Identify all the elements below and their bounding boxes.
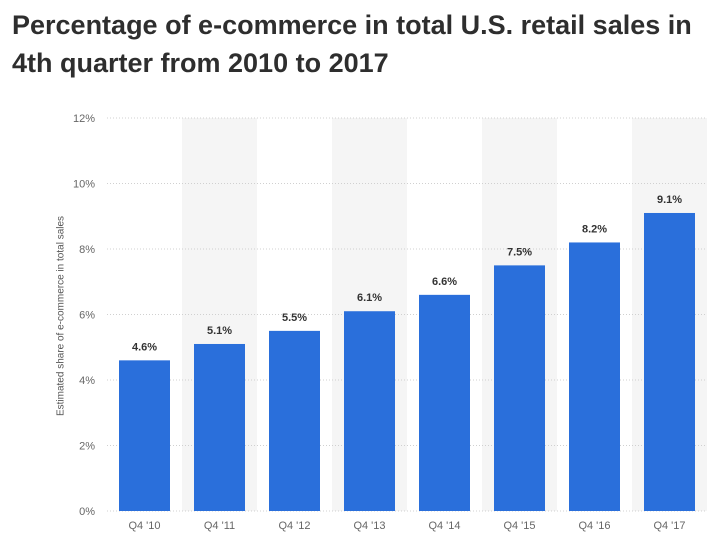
y-tick-label: 12% <box>73 113 95 125</box>
data-label: 8.2% <box>582 223 607 235</box>
x-tick-label: Q4 '11 <box>204 520 235 532</box>
data-label: 6.6% <box>432 276 457 288</box>
x-tick-label: Q4 '16 <box>578 520 610 532</box>
y-tick-label: 10% <box>73 179 95 191</box>
bar <box>569 242 620 511</box>
bar <box>119 360 170 511</box>
y-tick-label: 6% <box>79 310 95 322</box>
data-label: 7.5% <box>507 246 532 258</box>
bar <box>269 330 320 511</box>
data-label: 5.1% <box>207 325 232 337</box>
y-tick-label: 4% <box>79 375 95 387</box>
bar <box>644 212 695 511</box>
x-tick-label: Q4 '13 <box>353 520 385 532</box>
x-tick-label: Q4 '15 <box>503 520 535 532</box>
chart-title: Percentage of e-commerce in total U.S. r… <box>12 10 692 78</box>
bar <box>194 343 245 511</box>
x-tick-label: Q4 '12 <box>278 520 310 532</box>
data-label: 5.5% <box>282 312 307 324</box>
bar <box>419 294 470 511</box>
x-tick-label: Q4 '10 <box>128 520 160 532</box>
bar <box>344 311 395 511</box>
y-tick-label: 0% <box>79 506 95 518</box>
data-label: 9.1% <box>657 194 682 206</box>
y-tick-label: 2% <box>79 441 95 453</box>
bar <box>494 265 545 511</box>
x-tick-label: Q4 '17 <box>653 520 685 532</box>
x-tick-label: Q4 '14 <box>428 520 460 532</box>
y-tick-label: 8% <box>79 244 95 256</box>
data-label: 4.6% <box>132 341 157 353</box>
data-label: 6.1% <box>357 292 382 304</box>
